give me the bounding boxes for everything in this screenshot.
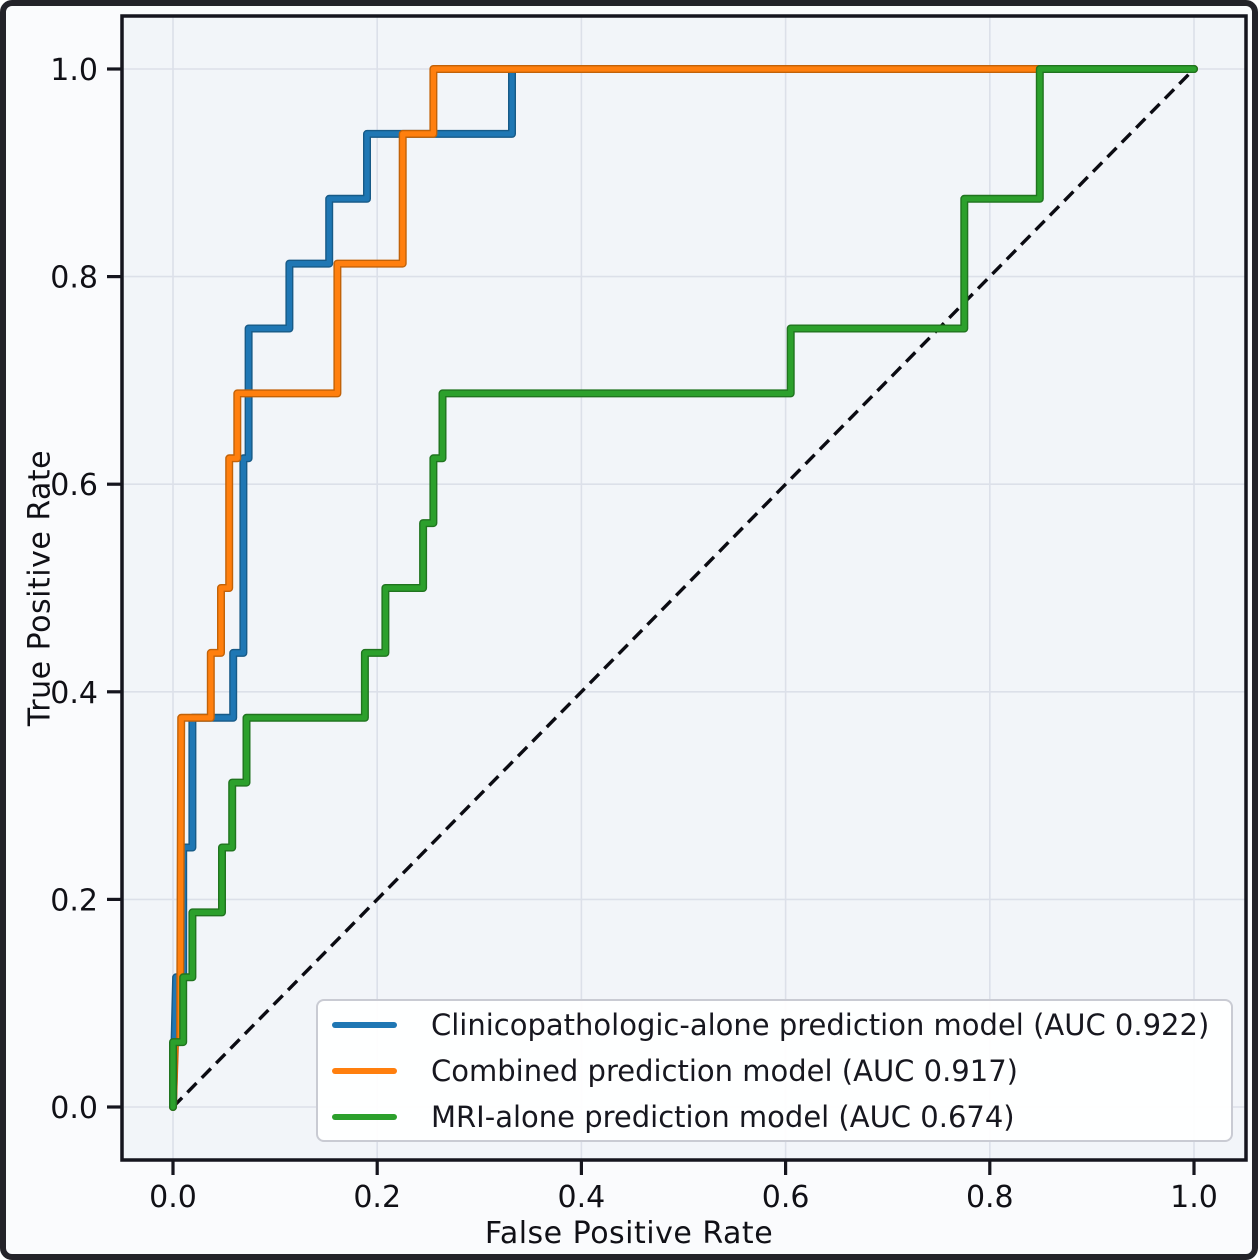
y-tick-label: 0.0 xyxy=(50,1091,98,1126)
legend: Clinicopathologic-alone prediction model… xyxy=(316,999,1233,1142)
y-tick-label: 0.4 xyxy=(50,676,98,711)
y-tick-label: 0.8 xyxy=(50,261,98,296)
chance-line xyxy=(171,67,1196,1109)
x-tick-label: 0.4 xyxy=(558,1180,606,1215)
x-tick-label: 0.6 xyxy=(762,1180,810,1215)
legend-line-swatch-green xyxy=(332,1113,397,1120)
x-tick-label: 0.2 xyxy=(353,1180,401,1215)
x-axis-title: False Positive Rate xyxy=(484,1216,774,1251)
legend-item-clinicopathologic: Clinicopathologic-alone prediction model… xyxy=(318,1002,1231,1048)
legend-line-swatch-orange xyxy=(332,1067,397,1074)
x-tick-label: 0.8 xyxy=(966,1180,1014,1215)
legend-label: MRI-alone prediction model (AUC 0.674) xyxy=(431,1099,1015,1134)
roc-curve-1 xyxy=(170,66,1197,1110)
y-axis-title: True Positive Rate xyxy=(22,449,58,727)
y-tick-label: 0.6 xyxy=(50,468,98,503)
roc-curve-0 xyxy=(170,66,1197,1110)
y-tick-label: 0.2 xyxy=(50,883,98,918)
y-tick-label: 1.0 xyxy=(50,53,98,88)
legend-item-combined: Combined prediction model (AUC 0.917) xyxy=(318,1048,1231,1094)
legend-line-swatch-blue xyxy=(332,1021,397,1028)
x-tick-label: 1.0 xyxy=(1170,1180,1218,1215)
x-tick-label: 0.0 xyxy=(149,1180,197,1215)
roc-curve-2 xyxy=(170,66,1197,1110)
legend-label: Combined prediction model (AUC 0.917) xyxy=(431,1053,1018,1088)
legend-item-mri: MRI-alone prediction model (AUC 0.674) xyxy=(318,1094,1231,1140)
legend-label: Clinicopathologic-alone prediction model… xyxy=(431,1007,1210,1042)
axes-spines xyxy=(120,14,1248,1162)
